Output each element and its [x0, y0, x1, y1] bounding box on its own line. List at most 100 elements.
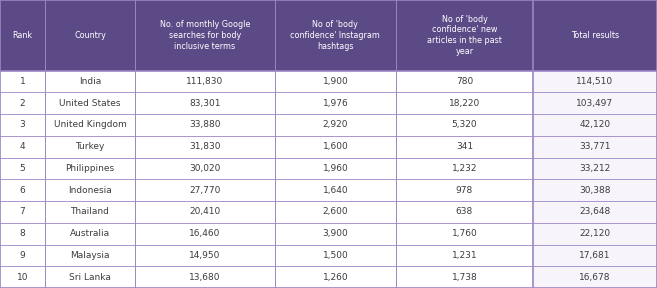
Text: Rank: Rank	[12, 31, 32, 40]
Text: No of 'body
confidence' Instagram
hashtags: No of 'body confidence' Instagram hashta…	[290, 20, 380, 50]
Text: Total results: Total results	[571, 31, 619, 40]
Bar	[275, 201, 396, 223]
Text: 1,231: 1,231	[451, 251, 478, 260]
Text: 1,232: 1,232	[452, 164, 477, 173]
Text: 17,681: 17,681	[579, 251, 610, 260]
Text: 2,920: 2,920	[323, 120, 348, 129]
Text: 18,220: 18,220	[449, 99, 480, 108]
Text: Sri Lanka: Sri Lanka	[69, 273, 111, 282]
Text: 7: 7	[20, 207, 25, 216]
Bar	[0, 71, 45, 92]
Text: 33,771: 33,771	[579, 142, 610, 151]
Bar	[396, 158, 533, 179]
Bar	[135, 245, 275, 266]
Bar	[45, 136, 135, 158]
Bar	[135, 92, 275, 114]
Bar	[396, 201, 533, 223]
Text: 5,320: 5,320	[451, 120, 478, 129]
Bar	[45, 158, 135, 179]
Bar	[396, 114, 533, 136]
Bar	[396, 266, 533, 288]
Bar	[45, 71, 135, 92]
Text: 103,497: 103,497	[576, 99, 614, 108]
Bar	[0, 136, 45, 158]
Bar	[0, 158, 45, 179]
Bar	[45, 245, 135, 266]
Bar	[275, 223, 396, 245]
Bar	[533, 114, 657, 136]
Text: 30,388: 30,388	[579, 186, 610, 195]
Text: 33,880: 33,880	[189, 120, 221, 129]
Text: 6: 6	[20, 186, 25, 195]
Text: 31,830: 31,830	[189, 142, 221, 151]
Bar	[45, 266, 135, 288]
Bar	[275, 245, 396, 266]
Text: 10: 10	[16, 273, 28, 282]
Text: 114,510: 114,510	[576, 77, 614, 86]
Bar	[135, 114, 275, 136]
Text: 42,120: 42,120	[579, 120, 610, 129]
Bar	[135, 201, 275, 223]
Text: 780: 780	[456, 77, 473, 86]
Text: 3: 3	[20, 120, 25, 129]
Bar	[533, 71, 657, 92]
Bar	[275, 114, 396, 136]
Text: 1,640: 1,640	[323, 186, 348, 195]
Bar	[45, 114, 135, 136]
Bar	[275, 266, 396, 288]
Text: India: India	[79, 77, 101, 86]
Text: Country: Country	[74, 31, 106, 40]
Text: 2,600: 2,600	[323, 207, 348, 216]
Bar	[135, 266, 275, 288]
Bar	[0, 114, 45, 136]
Text: 83,301: 83,301	[189, 99, 221, 108]
Bar	[275, 179, 396, 201]
Text: 111,830: 111,830	[187, 77, 223, 86]
Text: Thailand: Thailand	[70, 207, 110, 216]
Text: Philippines: Philippines	[66, 164, 114, 173]
Text: 1: 1	[20, 77, 25, 86]
Text: 16,678: 16,678	[579, 273, 610, 282]
Text: Malaysia: Malaysia	[70, 251, 110, 260]
Text: 16,460: 16,460	[189, 229, 221, 238]
Text: 341: 341	[456, 142, 473, 151]
Text: 3,900: 3,900	[323, 229, 348, 238]
Bar	[0, 245, 45, 266]
Bar	[533, 136, 657, 158]
Text: No of 'body
confidence' new
articles in the past
year: No of 'body confidence' new articles in …	[427, 15, 502, 56]
Text: 20,410: 20,410	[189, 207, 221, 216]
Text: Indonesia: Indonesia	[68, 186, 112, 195]
Bar	[396, 136, 533, 158]
Bar	[135, 223, 275, 245]
Bar	[135, 136, 275, 158]
Text: 1,760: 1,760	[451, 229, 478, 238]
Bar	[275, 71, 396, 92]
Bar	[533, 245, 657, 266]
Bar	[0, 266, 45, 288]
Bar	[396, 179, 533, 201]
Text: 27,770: 27,770	[189, 186, 221, 195]
Bar	[0, 0, 657, 71]
Text: 4: 4	[20, 142, 25, 151]
Text: Turkey: Turkey	[76, 142, 104, 151]
Text: 1,260: 1,260	[323, 273, 348, 282]
Text: 2: 2	[20, 99, 25, 108]
Text: 23,648: 23,648	[579, 207, 610, 216]
Text: 30,020: 30,020	[189, 164, 221, 173]
Text: 33,212: 33,212	[579, 164, 610, 173]
Text: Australia: Australia	[70, 229, 110, 238]
Bar	[533, 223, 657, 245]
Bar	[396, 245, 533, 266]
Text: No. of monthly Google
searches for body
inclusive terms: No. of monthly Google searches for body …	[160, 20, 250, 50]
Bar	[533, 92, 657, 114]
Text: 1,976: 1,976	[323, 99, 348, 108]
Bar	[396, 71, 533, 92]
Bar	[396, 92, 533, 114]
Bar	[45, 92, 135, 114]
Bar	[533, 179, 657, 201]
Text: 22,120: 22,120	[579, 229, 610, 238]
Text: 1,960: 1,960	[323, 164, 348, 173]
Text: 1,900: 1,900	[323, 77, 348, 86]
Bar	[533, 266, 657, 288]
Bar	[275, 92, 396, 114]
